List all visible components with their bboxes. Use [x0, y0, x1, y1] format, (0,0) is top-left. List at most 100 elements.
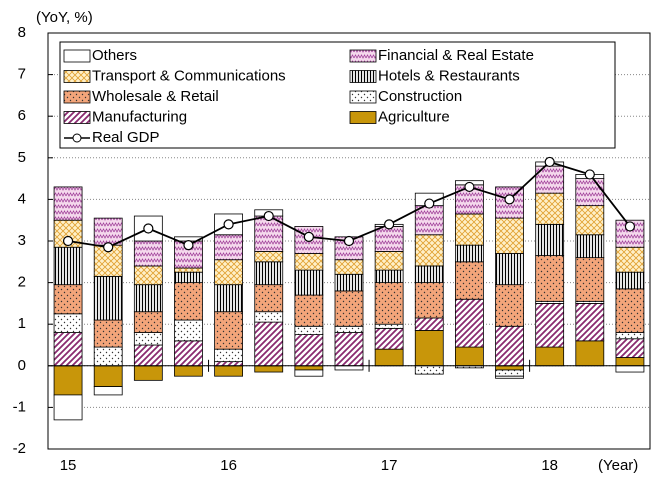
plot-frame: [47, 32, 651, 450]
bar-segment: [133, 240, 163, 267]
bar-segment: [374, 323, 404, 329]
gdp-marker: [464, 181, 475, 193]
y-tick-label: -1: [13, 398, 26, 415]
y-tick-label: 0: [18, 357, 26, 374]
bar-segment: [93, 275, 123, 321]
legend-label: Construction: [378, 88, 462, 105]
bar-segment: [93, 365, 123, 387]
bar-segment: [93, 217, 123, 246]
y-tick-label: 5: [18, 149, 26, 166]
bar-segment: [575, 178, 605, 207]
bar-segment: [294, 294, 324, 327]
bar-segment: [454, 213, 484, 246]
bar-segment: [254, 321, 284, 367]
x-tick-label: 17: [381, 457, 398, 474]
legend-swatch: [63, 70, 91, 83]
bar-segment: [174, 365, 203, 377]
gdp-marker: [584, 169, 595, 180]
bar-segment: [615, 271, 645, 290]
bar-segment: [374, 327, 404, 350]
bar-segment: [615, 332, 645, 340]
legend-swatch: [63, 49, 91, 63]
bar-segment: [495, 325, 524, 367]
bar-segment: [334, 332, 364, 367]
y-tick-label: 8: [18, 24, 26, 41]
bar-segment: [575, 340, 605, 367]
legend-swatch: [349, 90, 377, 104]
bar-segment: [615, 357, 645, 367]
bar-segment: [53, 284, 83, 315]
bar-segment: [374, 269, 404, 283]
bar-segment: [294, 253, 324, 271]
bar-segment: [53, 186, 83, 221]
gdp-marker: [384, 219, 395, 230]
bar-segment: [334, 325, 364, 333]
legend-label: Manufacturing: [92, 108, 187, 125]
bar-segment: [495, 217, 524, 254]
bar-segment: [174, 319, 203, 342]
bar-segment: [495, 284, 524, 327]
bar-segment: [414, 330, 444, 367]
bar-segment: [254, 250, 284, 263]
legend-label: Financial & Real Estate: [378, 47, 534, 64]
bar-segment: [535, 223, 565, 256]
bar-segment: [454, 298, 484, 348]
bar-segment: [615, 288, 645, 333]
legend-swatch: [349, 111, 377, 124]
legend-swatch: [349, 49, 377, 63]
bar-segment: [575, 234, 605, 259]
gdp-marker: [62, 235, 74, 247]
bar-segment: [454, 346, 484, 367]
bar-segment: [575, 257, 605, 302]
bar-segment: [535, 346, 565, 367]
gdp-marker: [424, 198, 435, 209]
bar-segment: [575, 205, 605, 236]
bar-segment: [535, 302, 565, 348]
legend-label: Wholesale & Retail: [92, 88, 219, 105]
gdp-marker: [103, 242, 114, 253]
bar-segment: [374, 282, 404, 325]
x-tick-label: 16: [220, 457, 237, 474]
bar-segment: [615, 246, 645, 273]
bar-segment: [535, 255, 565, 302]
bar-segment: [93, 386, 123, 396]
legend-label: Transport & Communications: [92, 67, 286, 84]
bar-segment: [535, 192, 565, 225]
legend-box: [59, 41, 616, 149]
bar-segment: [254, 365, 284, 373]
y-tick-label: 7: [18, 66, 26, 83]
y-tick-label: -2: [13, 440, 26, 457]
bar-segment: [334, 365, 364, 371]
bar-segment: [414, 205, 444, 236]
gdp-marker: [263, 210, 274, 222]
bar-segment: [93, 346, 123, 367]
bar-segment: [294, 269, 324, 296]
legend-label: Agriculture: [378, 108, 450, 125]
gdp-marker: [343, 235, 355, 247]
bar-segment: [374, 250, 404, 271]
bar-segment: [53, 394, 83, 421]
bar-segment: [615, 338, 645, 358]
bar-segment: [495, 253, 524, 286]
y-tick-label: 1: [18, 315, 26, 332]
bar-segment: [254, 311, 284, 323]
bar-segment: [254, 284, 284, 313]
bar-segment: [414, 365, 444, 375]
bar-segment: [214, 234, 244, 261]
bar-segment: [495, 369, 524, 377]
legend-marker: [72, 133, 82, 143]
bar-segment: [214, 311, 244, 350]
bar-segment: [374, 226, 404, 252]
bar-segment: [214, 365, 244, 377]
bar-segment: [454, 244, 484, 263]
bar-segment: [495, 365, 524, 371]
bar-segment: [294, 325, 324, 335]
bar-segment: [575, 302, 605, 342]
y-axis-label: (YoY, %): [36, 9, 93, 26]
bar-segment: [294, 365, 324, 371]
bar-segment: [414, 265, 444, 283]
y-tick-label: 3: [18, 232, 26, 249]
legend-swatch: [349, 70, 377, 83]
gdp-marker: [223, 219, 234, 230]
gdp-marker: [303, 231, 314, 242]
